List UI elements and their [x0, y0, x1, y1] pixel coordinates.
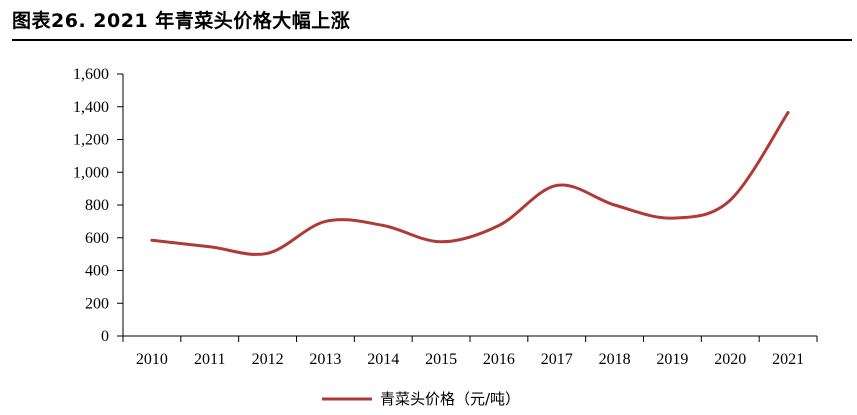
y-tick-label: 800: [85, 197, 109, 214]
chart-axes: [122, 74, 817, 337]
chart-legend: 青菜头价格（元/吨）: [322, 390, 520, 408]
x-tick-label: 2012: [252, 351, 284, 368]
legend-label: 青菜头价格（元/吨）: [380, 390, 520, 408]
x-tick-label: 2019: [656, 351, 688, 368]
y-tick-label: 1,600: [73, 66, 109, 83]
x-tick-label: 2021: [772, 351, 804, 368]
y-tick-label: 1,200: [73, 132, 109, 149]
x-tick-label: 2020: [714, 351, 746, 368]
x-tick-label: 2010: [136, 351, 168, 368]
y-tick-label: 200: [85, 295, 109, 312]
x-tick-label: 2017: [541, 351, 573, 368]
y-tick-label: 1,400: [73, 99, 109, 116]
x-tick-label: 2014: [367, 351, 399, 368]
x-tick-label: 2013: [309, 351, 341, 368]
figure-title: 图表26. 2021 年青菜头价格大幅上涨: [12, 10, 351, 32]
chart-series: [150, 111, 790, 256]
x-tick-label: 2011: [194, 351, 225, 368]
x-tick-label: 2018: [599, 351, 631, 368]
series-line: [150, 111, 790, 256]
y-tick-label: 600: [85, 230, 109, 247]
x-axis-ticks: 2010 2011 2012 2013 2014 2015 2016 2017 2018 2019…: [122, 336, 818, 368]
y-tick-label: 0: [101, 328, 109, 345]
y-axis-ticks: 0 200 400 600 800 1,000 1,200 1,400 1,600: [73, 66, 123, 345]
title-divider: [12, 39, 852, 41]
y-tick-label: 400: [85, 263, 109, 280]
y-tick-label: 1,000: [73, 164, 109, 181]
x-tick-label: 2015: [425, 351, 457, 368]
x-tick-label: 2016: [483, 351, 515, 368]
